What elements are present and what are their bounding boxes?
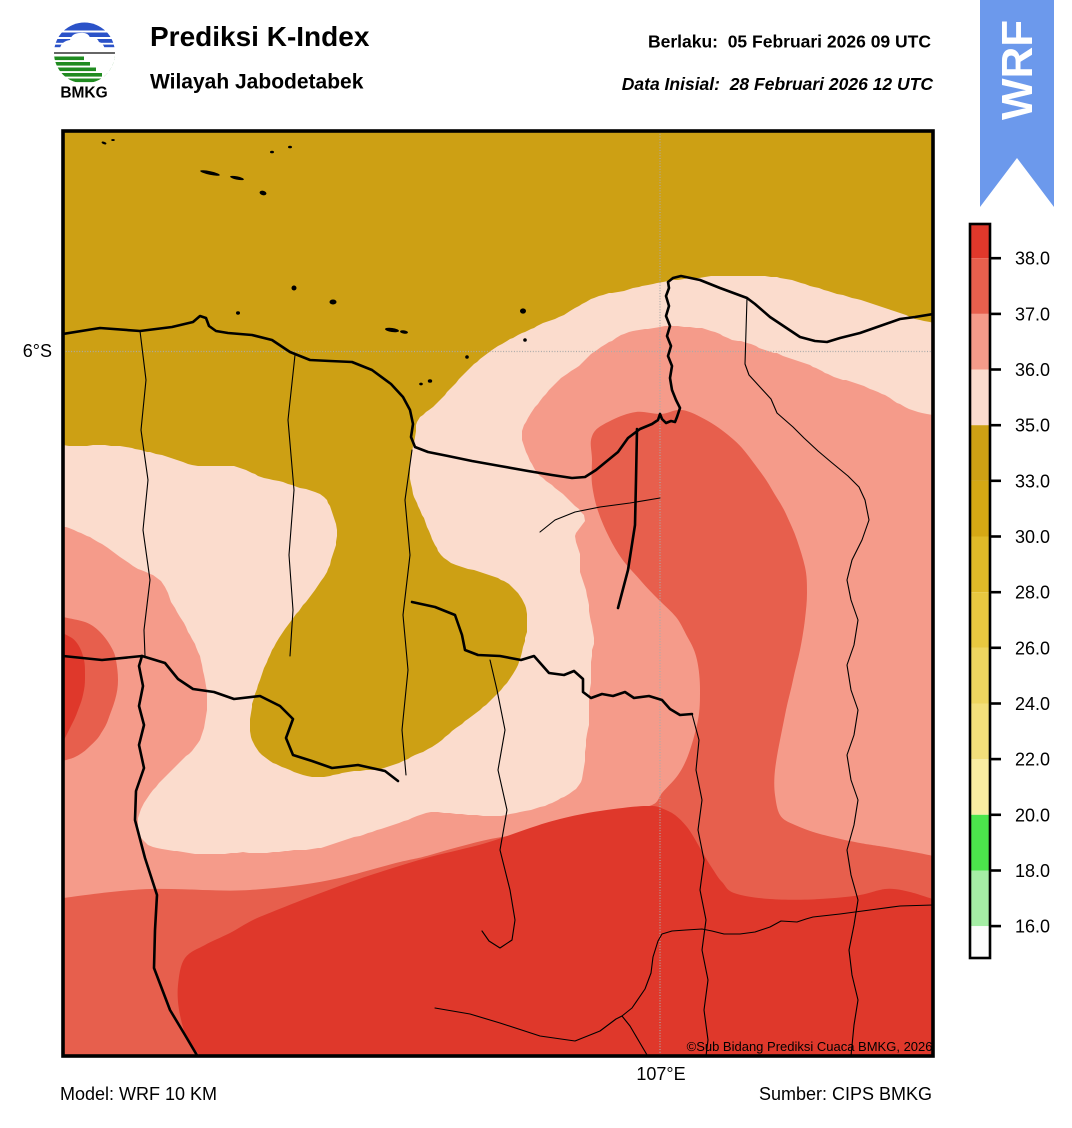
svg-text:30.0: 30.0: [1015, 527, 1050, 547]
svg-text:107°E: 107°E: [636, 1064, 685, 1084]
svg-text:36.0: 36.0: [1015, 360, 1050, 380]
svg-text:BMKG: BMKG: [60, 85, 107, 102]
svg-text:16.0: 16.0: [1015, 917, 1050, 937]
svg-text:Wilayah Jabodetabek: Wilayah Jabodetabek: [150, 71, 364, 94]
svg-text:33.0: 33.0: [1015, 471, 1050, 491]
svg-text:©Sub Bidang Prediksi Cuaca BMK: ©Sub Bidang Prediksi Cuaca BMKG, 2026: [687, 1039, 933, 1054]
svg-text:24.0: 24.0: [1015, 694, 1050, 714]
svg-text:28.0: 28.0: [1015, 583, 1050, 603]
svg-text:Model: WRF 10 KM: Model: WRF 10 KM: [60, 1084, 217, 1104]
svg-text:37.0: 37.0: [1015, 304, 1050, 324]
svg-text:Sumber: CIPS BMKG: Sumber: CIPS BMKG: [759, 1084, 932, 1104]
svg-text:22.0: 22.0: [1015, 750, 1050, 770]
svg-text:38.0: 38.0: [1015, 249, 1050, 269]
svg-text:20.0: 20.0: [1015, 805, 1050, 825]
svg-text:WRF: WRF: [993, 20, 1042, 120]
svg-text:26.0: 26.0: [1015, 638, 1050, 658]
svg-text:Data Inisial: 28 Februari 202: Data Inisial: 28 Februari 2026 12 UTC: [622, 74, 934, 94]
svg-text:6°S: 6°S: [23, 341, 52, 361]
svg-text:35.0: 35.0: [1015, 416, 1050, 436]
svg-text:Prediksi K-Index: Prediksi K-Index: [150, 21, 370, 52]
svg-text:Berlaku: 05 Februari 2026 09: Berlaku: 05 Februari 2026 09 UTC: [648, 32, 931, 52]
svg-text:18.0: 18.0: [1015, 861, 1050, 881]
